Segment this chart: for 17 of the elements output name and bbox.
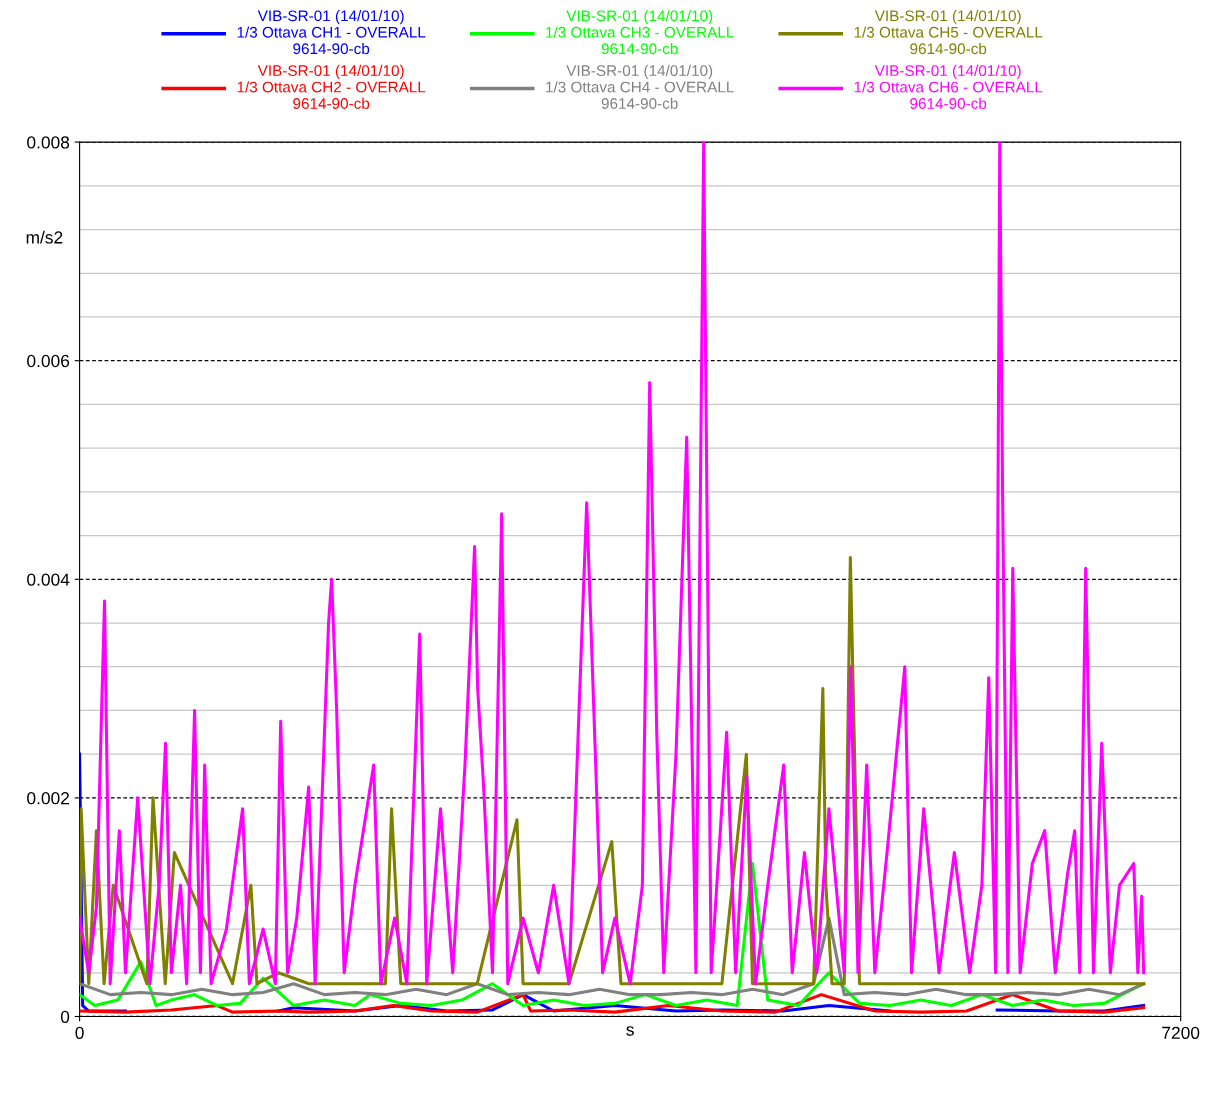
y-tick-label: 0.006 [27, 354, 70, 368]
y-tick-label: 0.002 [27, 792, 70, 805]
text: VIB-SR-01 (14/01/10) 1/3 Ottava CH2 - OVERALL 9614-90-cb [237, 64, 426, 109]
y-axis-title: m/s2 [26, 230, 63, 244]
x-axis-title: s [626, 1026, 634, 1036]
y-tick-label: 0.008 [27, 136, 70, 149]
text: VIB-SR-01 (14/01/10) 1/3 Ottava CH3 - OVERALL 9614-90-cb [546, 10, 734, 55]
text: VIB-SR-01 (14/01/10) 1/3 Ottava CH6 - OVERALL 9614-90-cb [854, 64, 1043, 109]
line-series [79, 916, 1146, 997]
line-series [79, 993, 1146, 1014]
text: VIB-SR-01 (14/01/10) 1/3 Ottava CH4 - OVERALL 9614-90-cb [546, 64, 734, 109]
text: VIB-SR-01 (14/01/10) 1/3 Ottava CH1 - OVERALL 9614-90-cb [237, 10, 426, 55]
y-tick-label: 0 [60, 1010, 70, 1023]
line-series [79, 142, 1146, 986]
y-tick-label: 0.004 [27, 573, 70, 586]
text: VIB-SR-01 (14/01/10) 1/3 Ottava CH5 - OVERALL 9614-90-cb [854, 10, 1043, 55]
x-tick-label: 7200 [1162, 1026, 1200, 1039]
